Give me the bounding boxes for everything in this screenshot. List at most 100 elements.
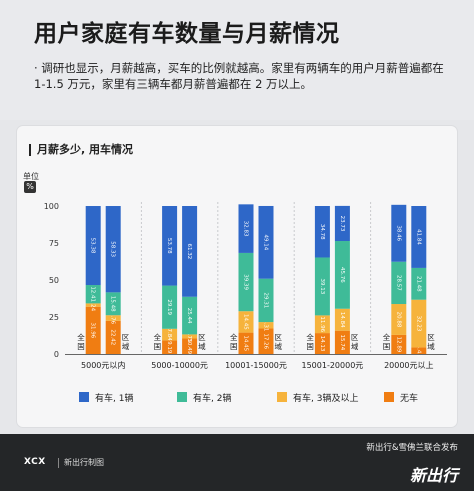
bar-segment — [85, 285, 101, 304]
bar-segment — [391, 261, 407, 305]
bar-segment — [258, 328, 274, 354]
bar-value-label: 4.31 — [263, 319, 269, 331]
bar-sublabel: 区 — [198, 333, 206, 342]
bar-value-label: 61.32 — [186, 244, 192, 260]
bar-value-label: 20.88 — [395, 312, 401, 328]
bar-value-label: 2.75 — [186, 330, 192, 343]
footer: XCX 新出行制图 新出行&雪佛兰联合发布 新出行 — [0, 434, 474, 491]
bar-segment — [105, 320, 121, 354]
bar-segment — [238, 311, 254, 333]
bar-sublabel: 全 — [77, 332, 85, 342]
x-category-label: 5000-10000元 — [151, 361, 208, 370]
bar-value-label: 31.96 — [90, 322, 96, 338]
bar-value-label: 2.24 — [90, 299, 96, 312]
y-tick-label: 0 — [54, 350, 59, 359]
x-category-label: 5000元以内 — [81, 360, 125, 370]
bar-segment — [314, 206, 330, 258]
bar-value-label: 12.41 — [90, 286, 96, 302]
legend-label: 有车, 2辆 — [193, 392, 231, 404]
bar-segment — [258, 322, 274, 329]
bar-segment — [85, 306, 101, 354]
unit-badge: % — [24, 181, 36, 193]
bar-sublabel: 全 — [383, 332, 391, 342]
legend-label: 有车, 3辆及以上 — [293, 392, 358, 404]
bar-value-label: 39.39 — [243, 274, 249, 290]
bar-segment — [85, 206, 101, 286]
bar-sublabel: 国 — [306, 342, 314, 351]
x-category-label: 15001-20000元 — [302, 361, 364, 370]
bar-segment — [85, 303, 101, 307]
bar-value-label: 23.73 — [339, 216, 345, 232]
bar-sublabel: 区 — [351, 333, 359, 342]
bar-segment — [411, 206, 427, 268]
bar-segment — [258, 205, 274, 279]
bar-segment — [411, 347, 427, 354]
y-tick-label: 75 — [49, 239, 59, 248]
bar-sublabel: 国 — [77, 342, 85, 351]
legend-label: 有车, 1辆 — [95, 392, 133, 404]
bar-segment — [105, 315, 121, 321]
bar-sublabel: 全 — [306, 332, 314, 342]
bar-sublabel: 区 — [122, 333, 130, 342]
bar-segment — [334, 205, 350, 242]
bar-value-label: 11.96 — [319, 316, 325, 332]
y-tick-label: 25 — [49, 313, 59, 322]
bar-segment — [258, 278, 274, 323]
page-title: 用户家庭有车数量与月薪情况 — [34, 21, 340, 47]
bar-sublabel: 域 — [351, 341, 359, 351]
bar-value-label: 34.78 — [319, 224, 325, 240]
bar-value-label: 53.38 — [90, 238, 96, 254]
bar-segment — [162, 285, 178, 329]
x-category-label: 10001-15000元 — [225, 361, 287, 370]
bar-value-label: 14.84 — [339, 312, 345, 328]
bar-value-label: 58.33 — [110, 241, 116, 257]
bar-segment — [411, 299, 427, 348]
bar-sublabel: 域 — [198, 341, 206, 351]
footer-divider — [58, 458, 59, 468]
legend-swatch — [277, 392, 287, 402]
bar-sublabel: 域 — [122, 341, 130, 351]
bar-segment — [314, 315, 330, 334]
bar-segment — [238, 332, 254, 354]
page-description: · 调研也显示，月薪越高，买车的比例就越高。家里有两辆车的用户月薪普遍都在 1-… — [34, 61, 444, 91]
bar-segment — [391, 304, 407, 335]
bar-sublabel: 国 — [383, 342, 391, 351]
bar-segment — [162, 340, 178, 354]
bar-value-label: 28.57 — [395, 275, 401, 291]
bar-segment — [411, 267, 427, 300]
bar-sublabel: 全 — [230, 332, 238, 342]
bar-segment — [105, 292, 121, 316]
bar-value-label: 32.83 — [243, 221, 249, 237]
bar-segment — [314, 333, 330, 354]
bar-segment — [162, 328, 178, 341]
unit-label: 单位 — [23, 172, 39, 181]
chart-title: 月薪多少, 用车情况 — [29, 144, 133, 156]
brand-logo: 新出行 — [409, 466, 458, 485]
bar-segment — [105, 206, 121, 293]
bar-segment — [182, 206, 198, 297]
bar-value-label: 29.19 — [166, 299, 172, 315]
legend-label: 无车 — [400, 392, 418, 404]
bar-segment — [334, 241, 350, 309]
bar-value-label: 15.48 — [110, 296, 116, 312]
bar-value-label: 38.46 — [395, 225, 401, 241]
bar-segment — [238, 204, 254, 253]
bar-sublabel: 区 — [427, 333, 435, 342]
bar-value-label: 17.26 — [263, 333, 269, 349]
legend-swatch — [177, 392, 187, 402]
bar-value-label: 10.49 — [186, 338, 192, 354]
bar-segment — [182, 334, 198, 339]
bar-value-label: 45.76 — [339, 267, 345, 283]
bar-sublabel: 域 — [427, 341, 435, 351]
bar-sublabel: 国 — [230, 342, 238, 351]
bar-segment — [182, 296, 198, 335]
bar-segment — [162, 206, 178, 286]
bar-segment — [391, 334, 407, 354]
xcx-logo: XCX — [24, 457, 46, 467]
bar-value-label: 29.31 — [263, 293, 269, 309]
footer-subtitle: 新出行制图 — [64, 458, 104, 467]
bar-sublabel: 域 — [275, 341, 283, 351]
bar-value-label: 7.84 — [166, 328, 172, 341]
bar-value-label: 12.89 — [395, 337, 401, 353]
